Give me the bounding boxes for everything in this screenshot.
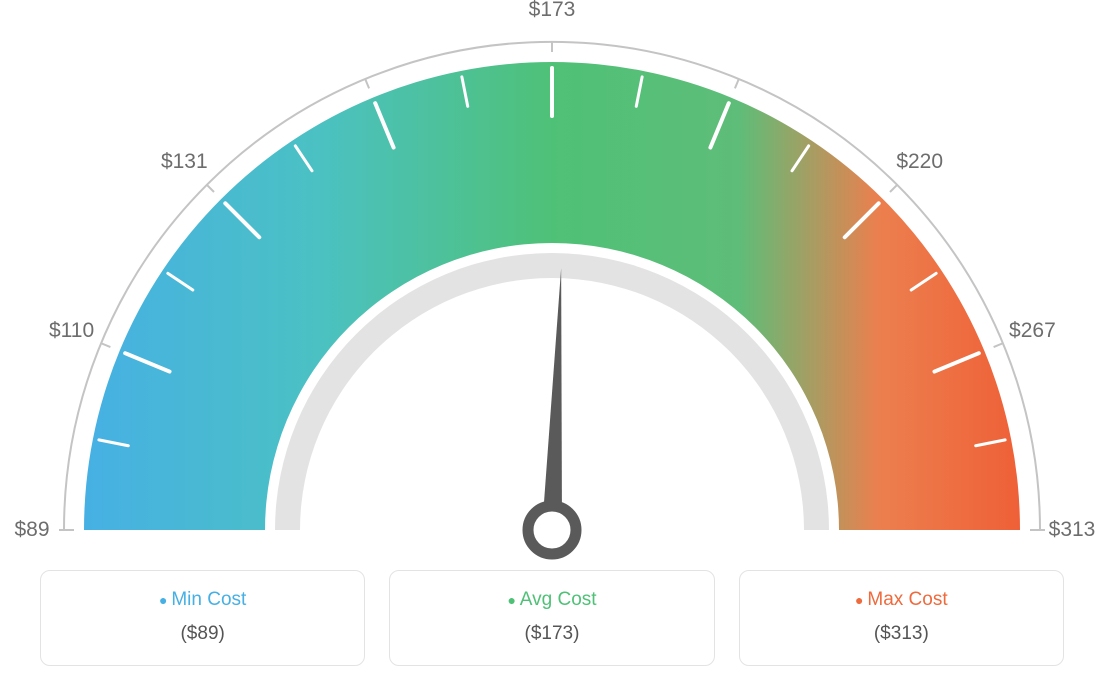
gauge-tick-label: $313	[1049, 518, 1096, 542]
legend-card-avg: Avg Cost ($173)	[389, 570, 714, 666]
gauge-tick-label: $220	[896, 150, 943, 174]
gauge-tick-label: $89	[14, 518, 49, 542]
legend-card-min: Min Cost ($89)	[40, 570, 365, 666]
legend-label-avg: Avg Cost	[400, 589, 703, 611]
legend-value-min: ($89)	[51, 623, 354, 645]
gauge-tick-label: $131	[161, 150, 208, 174]
legend-label-min: Min Cost	[51, 589, 354, 611]
gauge-svg	[0, 0, 1104, 560]
legend-card-max: Max Cost ($313)	[739, 570, 1064, 666]
gauge-tick-label: $173	[529, 0, 576, 22]
legend-label-max: Max Cost	[750, 589, 1053, 611]
legend-row: Min Cost ($89) Avg Cost ($173) Max Cost …	[0, 570, 1104, 666]
gauge-tick-label: $110	[49, 319, 94, 343]
legend-value-max: ($313)	[750, 623, 1053, 645]
legend-value-avg: ($173)	[400, 623, 703, 645]
gauge-tick-label: $267	[1009, 319, 1056, 343]
cost-gauge: $89 $110 $131 $173 $220 $267 $313	[0, 0, 1104, 560]
